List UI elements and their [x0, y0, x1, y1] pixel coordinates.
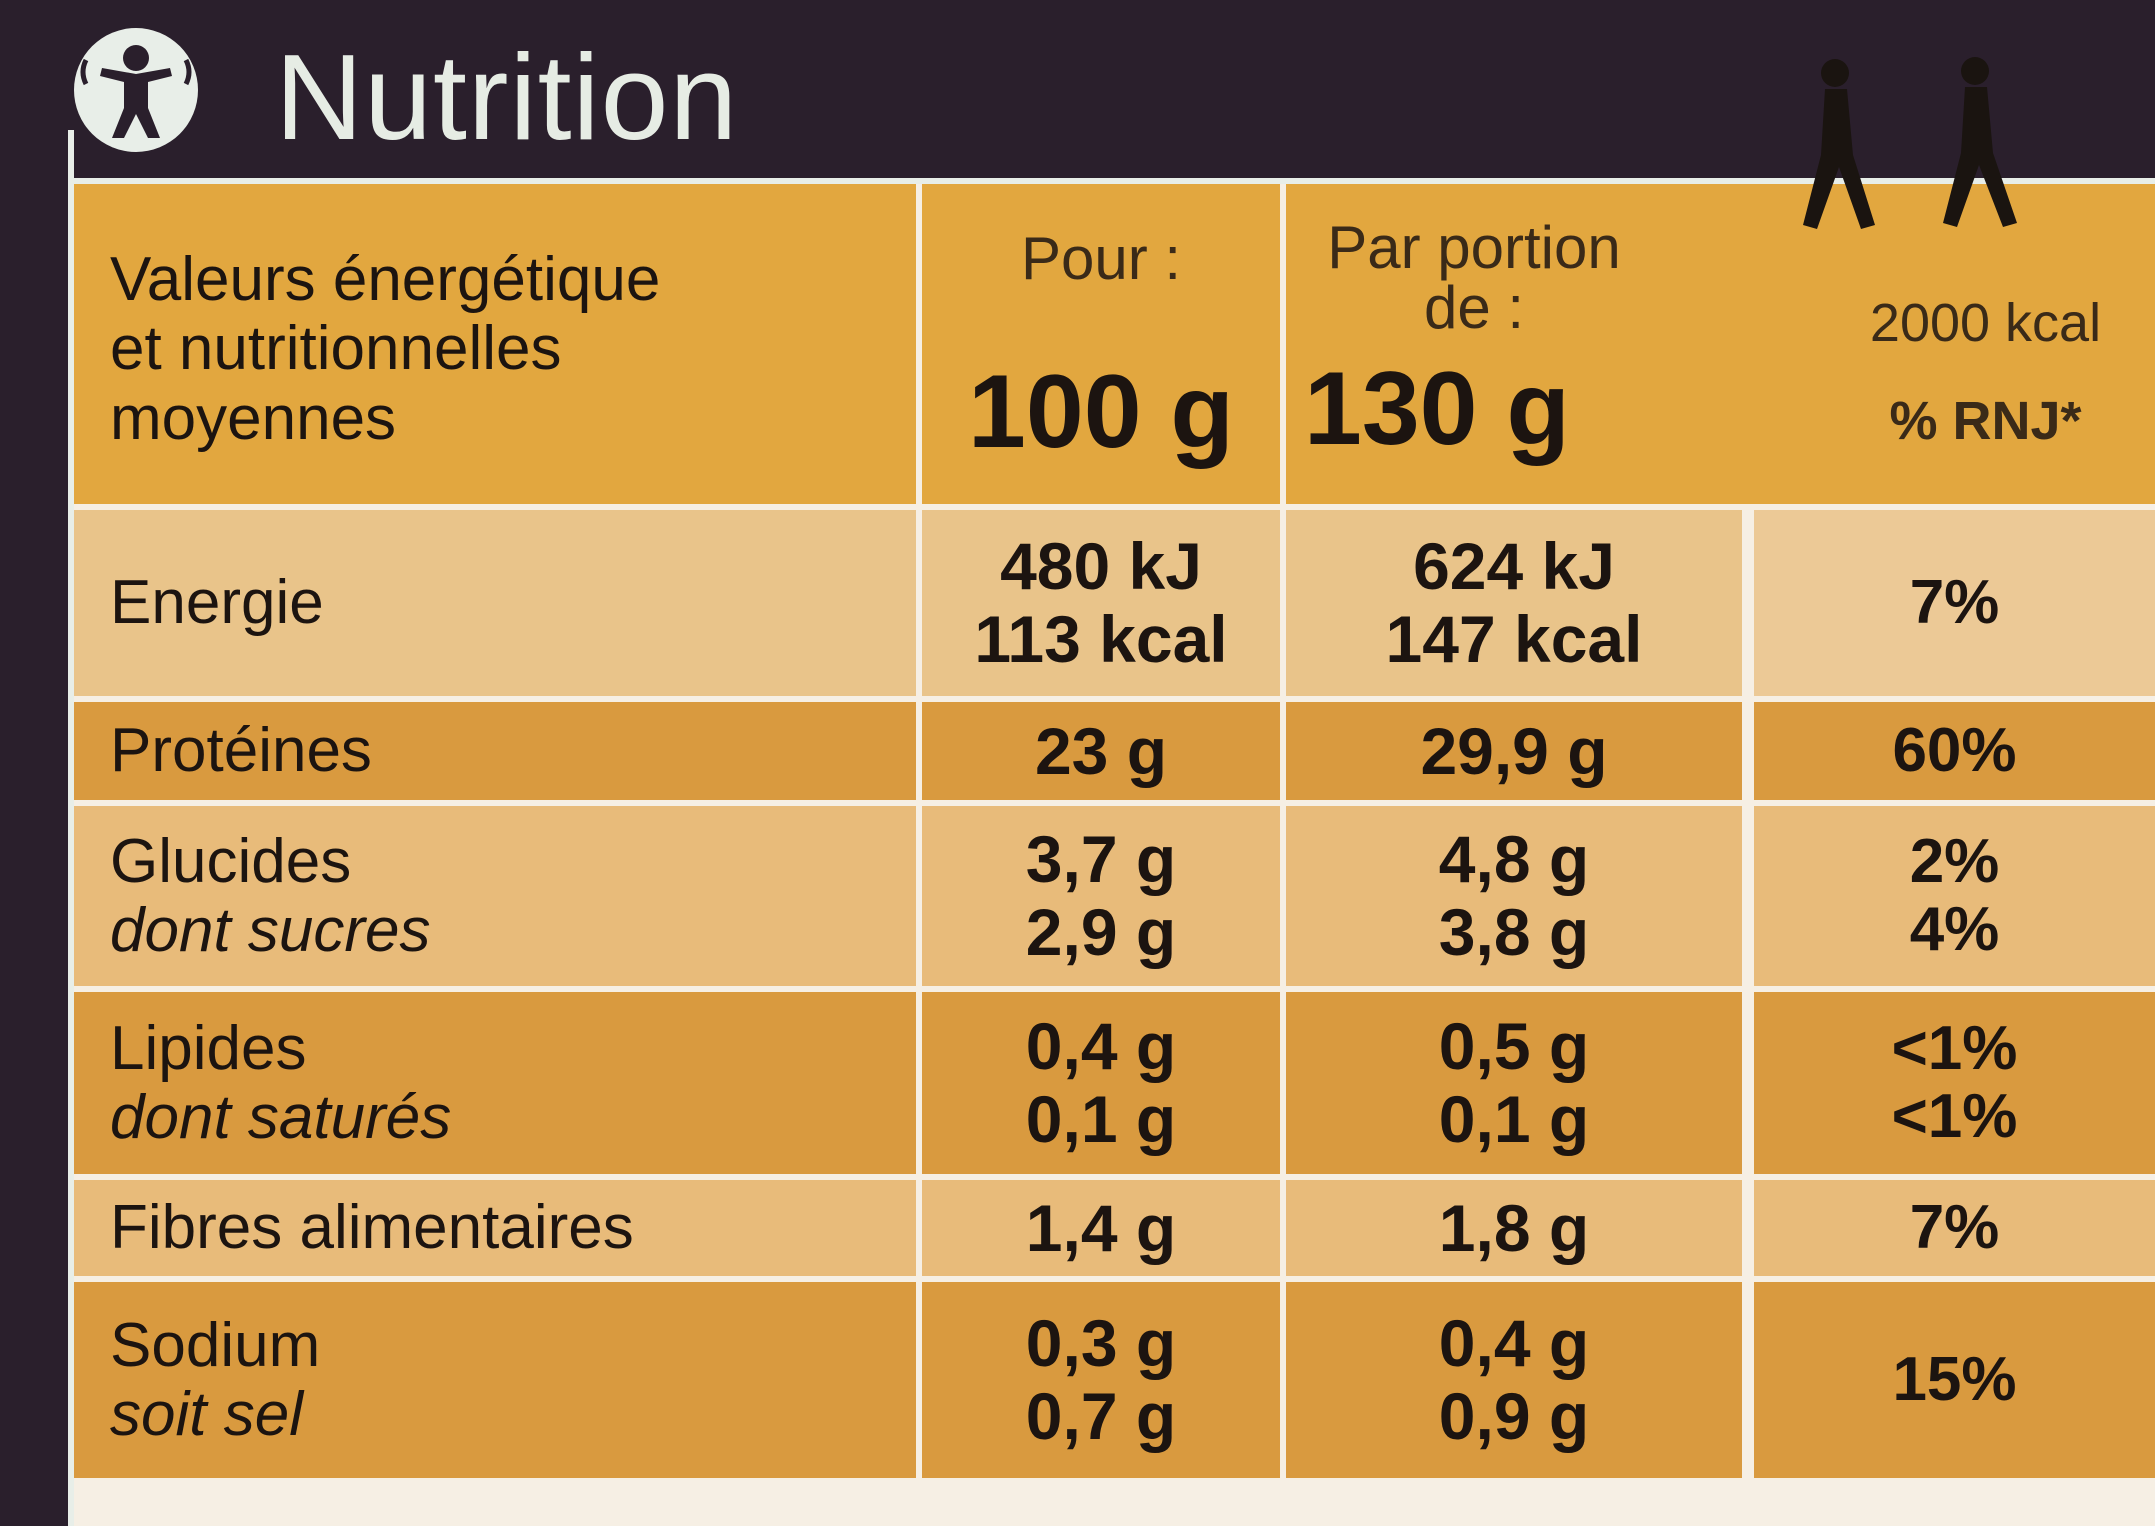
row-glucides-label: Glucides dont sucres — [74, 806, 916, 986]
row-sodium-label: Sodium soit sel — [74, 1282, 916, 1478]
row-energie-label: Energie — [74, 510, 916, 696]
value: 2,9 g — [1025, 895, 1177, 969]
row-energie-per100: 480 kJ 113 kcal — [922, 510, 1280, 696]
frame-line — [68, 130, 74, 1526]
frame-line-top — [68, 178, 2155, 184]
row-sodium-per100: 0,3 g 0,7 g — [922, 1282, 1280, 1478]
row-glucides-rnj: 2% 4% — [1754, 806, 2155, 986]
row-sublabel: dont saturés — [110, 1083, 452, 1152]
header-rnj-kcal: 2000 kcal — [1869, 293, 2102, 353]
header-per100-value: 100 g — [968, 354, 1234, 470]
header-label-cell: Valeurs énergétique et nutritionnelles m… — [74, 184, 916, 504]
value: 0,4 g — [1025, 1009, 1177, 1084]
row-fibres-rnj: 7% — [1754, 1180, 2155, 1276]
value: 23 g — [1034, 713, 1168, 788]
row-fibres-portion: 1,8 g — [1286, 1180, 1742, 1276]
row-label: Protéines — [110, 716, 372, 786]
value: 7% — [1909, 1192, 2000, 1262]
row-sodium-portion: 0,4 g 0,9 g — [1286, 1282, 1742, 1478]
value: 4,8 g — [1438, 822, 1590, 897]
row-label: Glucides — [110, 826, 352, 896]
row-label: Sodium — [110, 1310, 321, 1380]
value: 2% — [1909, 826, 2000, 896]
value: <1% — [1891, 1082, 2018, 1151]
row-energie-portion: 624 kJ 147 kcal — [1286, 510, 1742, 696]
header-portion-label: Par portion — [1327, 214, 1621, 281]
value: 1,4 g — [1025, 1190, 1177, 1265]
header-portion-cell: Par portion de : 130 g — [1286, 184, 1816, 504]
row-sublabel: dont sucres — [110, 896, 431, 965]
header-per100-label: Pour : — [1020, 225, 1182, 292]
value: 0,5 g — [1438, 1009, 1590, 1084]
header-label-line: Valeurs énergétique — [110, 244, 661, 314]
row-sodium-rnj: 15% — [1754, 1282, 2155, 1478]
value: 0,3 g — [1025, 1306, 1177, 1381]
header-portion-label2: de : — [1423, 274, 1525, 341]
value: <1% — [1891, 1013, 2018, 1083]
header-portion-value: 130 g — [1304, 351, 1570, 467]
value: 0,4 g — [1438, 1306, 1590, 1381]
row-proteines-per100: 23 g — [922, 702, 1280, 800]
walking-people-icon — [1803, 57, 2017, 229]
value: 1,8 g — [1438, 1190, 1590, 1265]
row-label: Lipides — [110, 1013, 307, 1083]
row-lipides-per100: 0,4 g 0,1 g — [922, 992, 1280, 1174]
value: 4% — [1909, 895, 2000, 964]
row-sublabel: soit sel — [110, 1380, 303, 1449]
value: 29,9 g — [1420, 713, 1608, 788]
value: 624 kJ — [1413, 529, 1615, 604]
value: 0,1 g — [1438, 1082, 1590, 1156]
header-rnj-cell: 2000 kcal % RNJ* — [1816, 184, 2155, 504]
value: 15% — [1892, 1344, 2017, 1414]
value: 3,7 g — [1025, 822, 1177, 897]
row-glucides-portion: 4,8 g 3,8 g — [1286, 806, 1742, 986]
row-lipides-label: Lipides dont saturés — [74, 992, 916, 1174]
header-per100-cell: Pour : 100 g — [922, 184, 1280, 504]
value: 147 kcal — [1385, 602, 1643, 676]
row-energie-rnj: 7% — [1754, 510, 2155, 696]
page-title: Nutrition — [275, 29, 739, 165]
value: 0,9 g — [1438, 1379, 1590, 1453]
row-glucides-per100: 3,7 g 2,9 g — [922, 806, 1280, 986]
row-fibres-per100: 1,4 g — [922, 1180, 1280, 1276]
row-label: Energie — [110, 568, 324, 638]
value: 0,1 g — [1025, 1082, 1177, 1156]
header-rnj-label: % RNJ* — [1889, 391, 2082, 451]
nutrition-table: Valeurs énergétique et nutritionnelles m… — [74, 184, 2155, 1526]
row-proteines-label: Protéines — [74, 702, 916, 800]
header-label-line: et nutritionnelles — [110, 314, 562, 384]
value: 3,8 g — [1438, 895, 1590, 969]
header-label-line: moyennes — [110, 383, 397, 453]
value: 113 kcal — [974, 602, 1228, 676]
row-proteines-portion: 29,9 g — [1286, 702, 1742, 800]
row-lipides-portion: 0,5 g 0,1 g — [1286, 992, 1742, 1174]
person-activity-icon — [74, 28, 198, 152]
value: 0,7 g — [1025, 1379, 1177, 1453]
value: 7% — [1909, 567, 2000, 637]
row-lipides-rnj: <1% <1% — [1754, 992, 2155, 1174]
value: 60% — [1892, 715, 2017, 785]
row-label: Fibres alimentaires — [110, 1193, 634, 1263]
row-proteines-rnj: 60% — [1754, 702, 2155, 800]
row-fibres-label: Fibres alimentaires — [74, 1180, 916, 1276]
value: 480 kJ — [1000, 529, 1202, 604]
